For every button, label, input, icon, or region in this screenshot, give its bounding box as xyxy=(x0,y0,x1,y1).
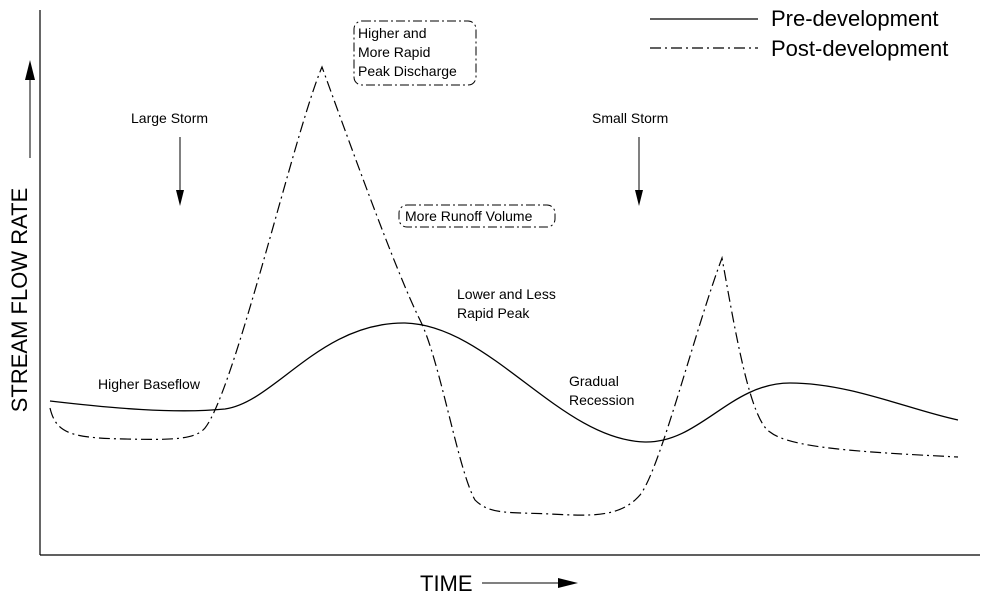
runoff-volume-box xyxy=(398,204,556,228)
gradual-recession-line-1: Gradual xyxy=(569,373,619,389)
pre-development-curve xyxy=(49,322,959,443)
legend-pre-label: Pre-development xyxy=(771,6,939,31)
peak-discharge-line-1: Higher and xyxy=(358,25,427,41)
gradual-recession-line-2: Recession xyxy=(569,392,634,408)
post-development-curve xyxy=(49,65,959,516)
peak-discharge-line-3: Peak Discharge xyxy=(358,63,457,79)
legend-post-label: Post-development xyxy=(771,36,948,61)
lower-peak-line-2: Rapid Peak xyxy=(457,305,530,321)
lower-peak-line-1: Lower and Less xyxy=(457,286,556,302)
large-storm-label: Large Storm xyxy=(131,110,208,126)
small-storm-arrow-head xyxy=(635,190,643,206)
large-storm-arrow-head xyxy=(176,190,184,206)
peak-discharge-box xyxy=(353,20,477,86)
x-axis-arrow-head xyxy=(558,578,578,588)
x-axis-label: TIME xyxy=(420,571,473,596)
small-storm-label: Small Storm xyxy=(592,110,668,126)
runoff-volume-label: More Runoff Volume xyxy=(405,208,533,224)
y-axis-arrow-head xyxy=(25,60,35,80)
higher-baseflow-label: Higher Baseflow xyxy=(98,376,201,392)
y-axis-label: STREAM FLOW RATE xyxy=(7,188,32,413)
peak-discharge-line-2: More Rapid xyxy=(358,44,430,60)
